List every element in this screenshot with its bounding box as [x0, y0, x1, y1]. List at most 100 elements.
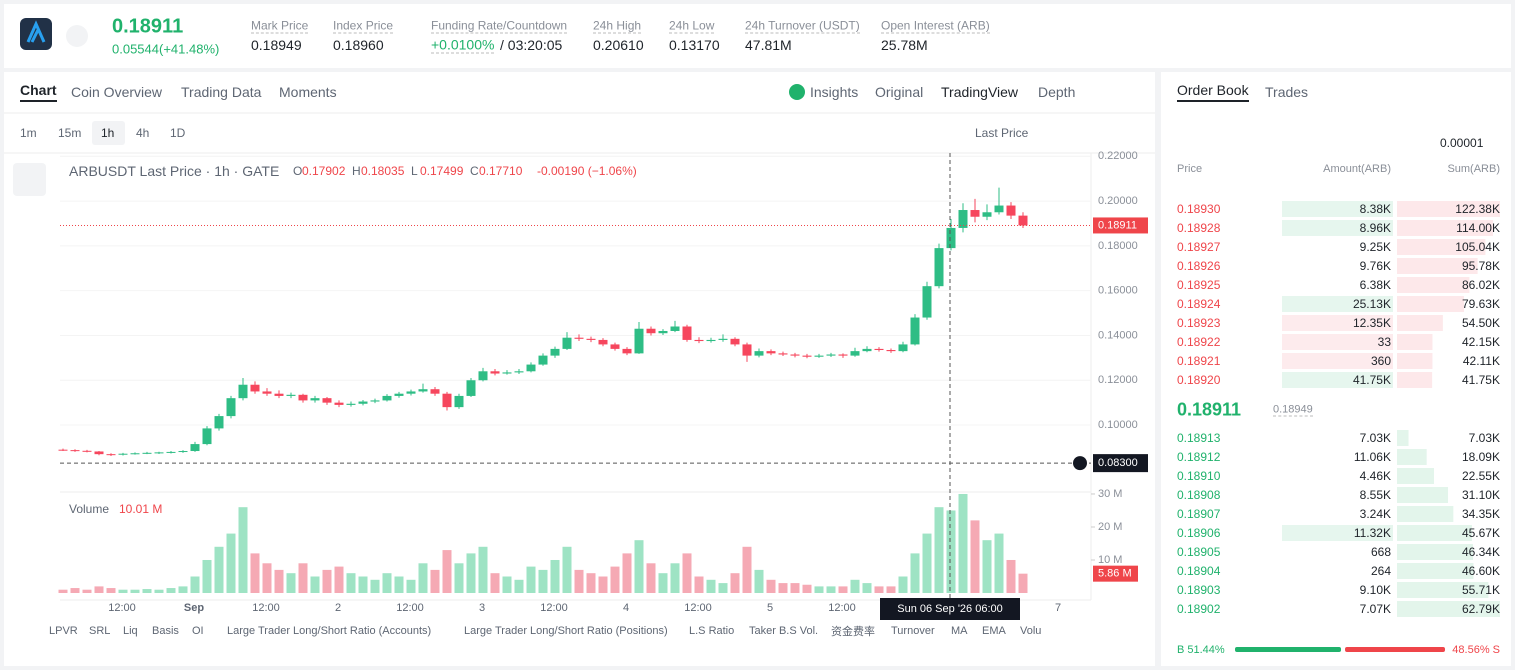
interval[interactable]: 4h: [136, 126, 150, 140]
view-tab[interactable]: Depth: [1038, 84, 1076, 100]
candle-body: [970, 210, 980, 217]
volume-bar: [622, 553, 632, 593]
indicator[interactable]: EMA: [982, 625, 1006, 637]
volume-bar: [1006, 559, 1016, 593]
last-price: 0.18911: [112, 15, 184, 38]
candle-body: [562, 337, 572, 349]
indicator[interactable]: Turnover: [891, 625, 935, 637]
x-tick-label: 12:00: [684, 602, 712, 614]
stat-value: 25.78M: [881, 37, 928, 53]
volume-bar: [982, 540, 992, 593]
chart-tab[interactable]: Trading Data: [181, 84, 262, 100]
volume-bar: [370, 579, 380, 593]
indicator[interactable]: Large Trader Long/Short Ratio (Positions…: [464, 625, 668, 637]
book-sum: 7.03K: [1468, 431, 1500, 445]
precision[interactable]: 0.00001: [1440, 136, 1484, 150]
x-tick-label: 12:00: [540, 602, 568, 614]
candle-body: [214, 416, 224, 429]
volume-bar: [934, 507, 944, 593]
depth-bar: [1397, 544, 1474, 560]
book-tab[interactable]: Order Book: [1177, 82, 1249, 102]
candle-body: [922, 286, 932, 318]
volume-bar: [1018, 573, 1028, 593]
chart-tab[interactable]: Chart: [20, 82, 57, 102]
indicator[interactable]: Basis: [152, 625, 179, 637]
candle-body: [886, 350, 896, 352]
interval[interactable]: 1h: [101, 126, 115, 140]
volume-bar: [430, 569, 440, 593]
volume-bar: [610, 566, 620, 593]
volume-bar: [778, 583, 788, 593]
tool-selected[interactable]: [13, 163, 46, 196]
indicator[interactable]: 资金费率: [831, 626, 875, 638]
stat-value: 47.81M: [745, 37, 792, 53]
depth-bar: [1397, 506, 1454, 522]
y-tick-label: 0.10000: [1098, 419, 1138, 431]
candle-body: [1006, 205, 1016, 216]
indicator[interactable]: LPVR: [49, 625, 78, 637]
crosshair-price-tag: [1093, 454, 1148, 473]
candle-body: [454, 395, 464, 408]
book-price: 0.18922: [1177, 335, 1221, 349]
candle-body: [118, 453, 128, 455]
book-header: Sum(ARB): [1447, 163, 1500, 175]
indicator[interactable]: Taker B.S Vol.: [749, 625, 819, 637]
interval[interactable]: 15m: [58, 126, 82, 140]
candle-body: [670, 326, 680, 331]
indicator[interactable]: SRL: [89, 625, 111, 637]
legend-change: -0.00190 (−1.06%): [537, 164, 637, 178]
candle-body: [994, 205, 1004, 213]
volume-bar: [358, 576, 368, 593]
candle-body: [106, 454, 116, 456]
indicator[interactable]: Liq: [123, 625, 138, 637]
book-tab[interactable]: Trades: [1265, 84, 1309, 100]
book-price: 0.18927: [1177, 240, 1221, 254]
price-source[interactable]: Last Price: [975, 126, 1029, 140]
indicator[interactable]: Volu: [1020, 625, 1042, 637]
volume-bar: [718, 583, 728, 593]
sell-ratio-bar: [1345, 647, 1445, 652]
chart-tab[interactable]: Moments: [279, 84, 337, 100]
volume-bar: [706, 579, 716, 593]
volume-bar: [142, 589, 152, 593]
depth-bar: [1397, 372, 1433, 388]
candle-body: [358, 401, 368, 404]
y-tick-label: 0.18000: [1098, 240, 1138, 252]
insights-icon: [789, 84, 805, 100]
indicator[interactable]: Large Trader Long/Short Ratio (Accounts): [227, 625, 432, 637]
indicator[interactable]: MA: [951, 625, 968, 637]
candle-body: [238, 384, 248, 399]
view-tab[interactable]: Insights: [810, 84, 859, 100]
volume-bar: [406, 579, 416, 593]
ohlc-label: O: [293, 164, 303, 178]
volume-bar: [526, 566, 536, 593]
book-price: 0.18902: [1177, 602, 1221, 616]
interval[interactable]: 1m: [20, 126, 37, 140]
candle-body: [490, 371, 500, 374]
candle-body: [694, 339, 704, 342]
book-amount: 11.32K: [1353, 526, 1391, 540]
indicator[interactable]: OI: [192, 625, 204, 637]
x-tick-label: 12:00: [108, 602, 136, 614]
view-tab[interactable]: TradingView: [941, 84, 1019, 100]
favorite[interactable]: [66, 25, 88, 47]
book-sum: 46.34K: [1461, 545, 1500, 559]
interval-selected: [92, 121, 125, 145]
indicator[interactable]: L.S Ratio: [689, 625, 735, 637]
interval[interactable]: 1D: [170, 126, 186, 140]
stat-value: 0.13170: [669, 37, 720, 53]
volume-bar: [958, 493, 968, 593]
buy-ratio-bar: [1235, 647, 1342, 652]
view-tab[interactable]: Original: [875, 84, 924, 100]
volume-bar: [58, 589, 68, 593]
candle-body: [838, 354, 848, 356]
candle-body: [430, 389, 440, 394]
candle-body: [178, 451, 188, 453]
book-sum: 79.63K: [1461, 297, 1500, 311]
candle-body: [514, 371, 524, 373]
book-price: 0.18913: [1177, 431, 1221, 445]
chart-tab[interactable]: Coin Overview: [71, 84, 163, 100]
candle-body: [946, 227, 956, 249]
amount-highlight: [1282, 353, 1393, 369]
depth-bar: [1397, 334, 1433, 350]
